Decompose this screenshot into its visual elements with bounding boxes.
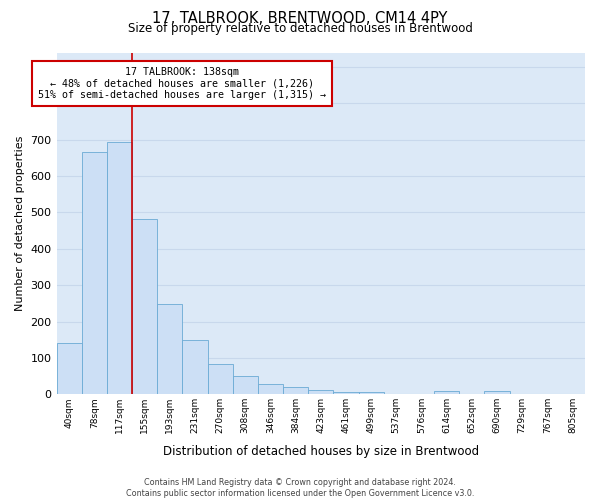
Bar bbox=[208, 364, 233, 394]
Bar bbox=[56, 344, 82, 394]
X-axis label: Distribution of detached houses by size in Brentwood: Distribution of detached houses by size … bbox=[163, 444, 479, 458]
Text: 17, TALBROOK, BRENTWOOD, CM14 4PY: 17, TALBROOK, BRENTWOOD, CM14 4PY bbox=[152, 11, 448, 26]
Text: Size of property relative to detached houses in Brentwood: Size of property relative to detached ho… bbox=[128, 22, 472, 35]
Bar bbox=[132, 220, 157, 394]
Bar bbox=[434, 390, 459, 394]
Y-axis label: Number of detached properties: Number of detached properties bbox=[15, 136, 25, 311]
Bar bbox=[283, 387, 308, 394]
Bar bbox=[233, 376, 258, 394]
Bar bbox=[82, 152, 107, 394]
Text: 17 TALBROOK: 138sqm
← 48% of detached houses are smaller (1,226)
51% of semi-det: 17 TALBROOK: 138sqm ← 48% of detached ho… bbox=[38, 67, 326, 100]
Bar bbox=[308, 390, 334, 394]
Bar bbox=[157, 304, 182, 394]
Bar bbox=[484, 390, 509, 394]
Bar bbox=[334, 392, 359, 394]
Bar bbox=[258, 384, 283, 394]
Bar bbox=[359, 392, 383, 394]
Bar bbox=[182, 340, 208, 394]
Text: Contains HM Land Registry data © Crown copyright and database right 2024.
Contai: Contains HM Land Registry data © Crown c… bbox=[126, 478, 474, 498]
Bar bbox=[107, 142, 132, 394]
